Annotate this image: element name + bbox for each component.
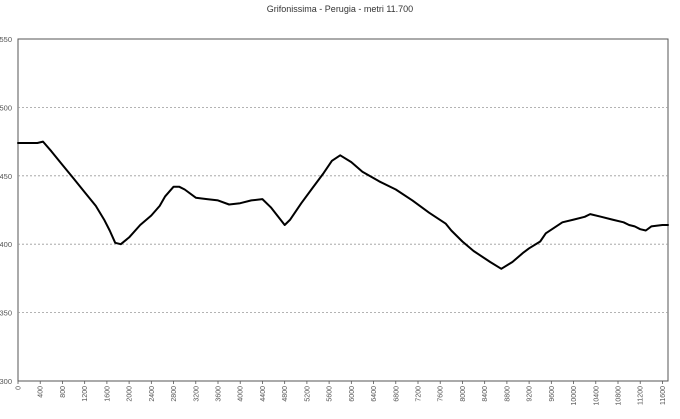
x-tick-label: 5600 [327,386,334,402]
y-tick-label: 350 [0,309,12,318]
elevation-line [17,140,669,270]
x-tick-label: 11200 [638,386,645,405]
grid-layer [17,38,669,382]
x-tick-label: 1600 [104,386,111,402]
plot-area [17,38,669,382]
x-tick-label: 2000 [127,386,134,402]
x-tick-label: 8400 [482,386,489,402]
x-tick-label: 11600 [660,386,667,405]
x-tick-label: 7200 [416,386,423,402]
x-tick-label: 7600 [438,386,445,402]
x-tick-label: 400 [38,386,45,398]
x-tick-label: 3600 [216,386,223,402]
x-tick-label: 6800 [393,386,400,402]
x-tick-label: 6000 [349,386,356,402]
x-tick-label: 2800 [171,386,178,402]
x-tick-label: 10400 [593,386,600,406]
x-tick-label: 10000 [571,386,578,406]
x-tick-label: 1200 [82,386,89,402]
x-tick-label: 800 [60,386,67,398]
y-tick-label: 500 [0,103,12,112]
x-tick-label: 5200 [304,386,311,402]
series-layer [17,140,669,270]
x-tick-label: 3200 [193,386,200,402]
x-tick-label: 6400 [371,386,378,402]
x-tick-label: 4400 [260,386,267,402]
x-tick-label: 9200 [527,386,534,402]
y-tick-label: 400 [0,240,12,249]
x-tick-label: 8800 [504,386,511,402]
y-tick-label: 550 [0,35,12,44]
x-tick-label: 4000 [238,386,245,402]
x-tick-label: 2400 [149,386,156,402]
chart-title: Grifonissima - Perugia - metri 11.700 [267,4,413,14]
y-tick-label: 300 [0,377,12,386]
x-tick-label: 8000 [460,386,467,402]
x-tick-label: 10800 [616,386,623,406]
x-tick-label: 4800 [282,386,289,402]
x-tick-label: 0 [16,386,23,390]
x-tick-label: 9600 [549,386,556,402]
y-tick-label: 450 [0,172,12,181]
axis-layer: 300 350 400 450 500 550 0 400 800 1200 1600 2000 240… [0,35,667,405]
